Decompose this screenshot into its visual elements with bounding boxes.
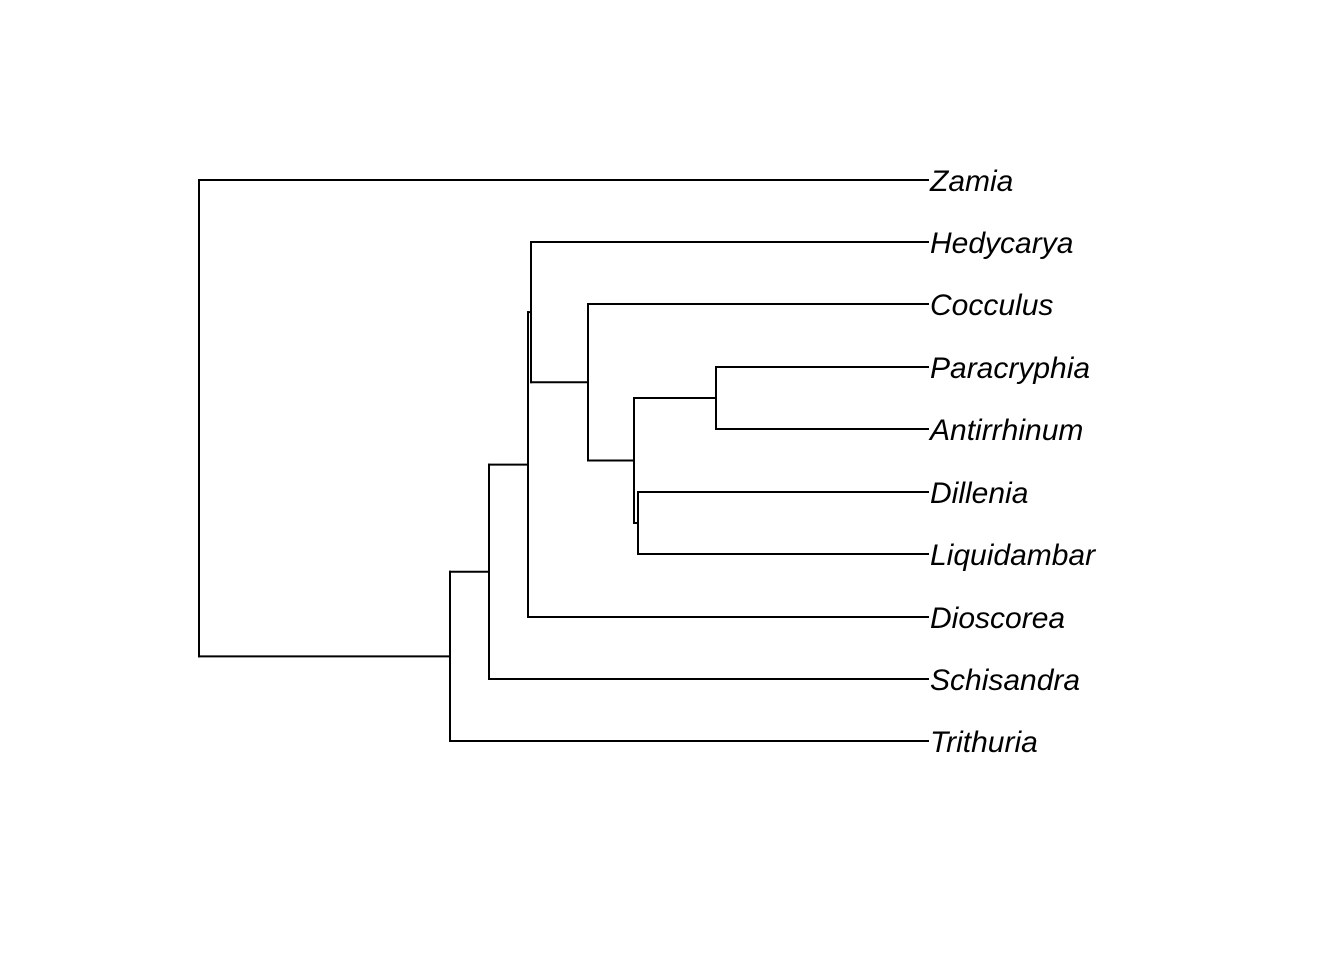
tip-labels: Zamia Hedycarya Cocculus Paracryphia Antirrh… [928, 165, 1096, 759]
tip-label-schisandra: Schisandra [930, 664, 1080, 697]
tip-label-dioscorea: Dioscorea [930, 602, 1065, 635]
tip-label-paracryphia: Paracryphia [930, 352, 1090, 385]
tip-label-cocculus: Cocculus [930, 289, 1053, 322]
tip-label-zamia: Zamia [929, 165, 1013, 198]
tip-label-trithuria: Trithuria [930, 726, 1038, 759]
tree-branches [198, 179, 929, 742]
tip-label-hedycarya: Hedycarya [930, 227, 1073, 260]
tip-label-liquidambar: Liquidambar [930, 539, 1096, 572]
tip-label-antirrhinum: Antirrhinum [928, 414, 1083, 447]
tip-label-dillenia: Dillenia [930, 477, 1028, 510]
